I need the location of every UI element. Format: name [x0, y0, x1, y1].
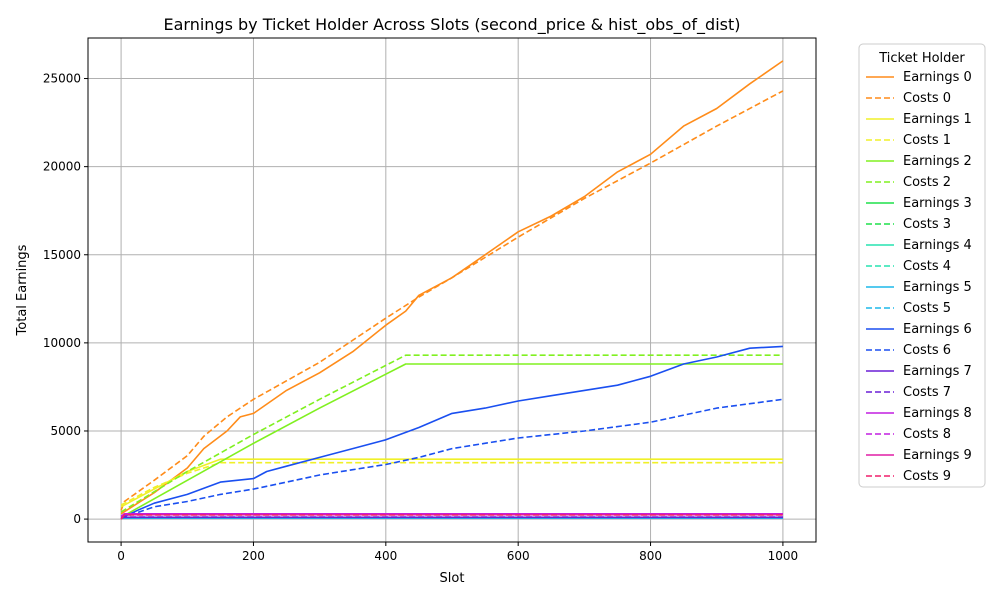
- legend-label: Costs 1: [903, 133, 951, 148]
- legend-label: Costs 0: [903, 91, 951, 106]
- legend-label: Earnings 6: [903, 322, 972, 337]
- y-axis-label: Total Earnings: [15, 244, 30, 336]
- grid-lines: [88, 38, 816, 542]
- legend-label: Costs 5: [903, 301, 951, 316]
- legend-label: Costs 4: [903, 259, 951, 274]
- legend-title: Ticket Holder: [878, 51, 965, 66]
- legend-label: Costs 3: [903, 217, 951, 232]
- y-tick-label: 10000: [43, 336, 81, 350]
- series-line-costs-1: [120, 461, 783, 506]
- series-line-costs-6: [120, 398, 784, 519]
- x-tick-label: 800: [639, 549, 662, 563]
- legend-label: Earnings 2: [903, 154, 972, 169]
- series-line-costs-9: [120, 514, 783, 520]
- x-axis-label: Slot: [440, 571, 465, 586]
- y-tick-label: 0: [73, 512, 81, 526]
- y-axis: 0 5000 10000 15000 20000 25000: [43, 72, 88, 526]
- legend-label: Earnings 4: [903, 238, 972, 253]
- series-line-earnings-1: [120, 458, 783, 508]
- plot-frame: [87, 37, 817, 543]
- legend-label: Costs 7: [903, 385, 951, 400]
- legend-label: Costs 8: [903, 427, 951, 442]
- legend-label: Costs 2: [903, 175, 951, 190]
- chart-title: Earnings by Ticket Holder Across Slots (…: [163, 15, 740, 35]
- legend-box: [858, 43, 986, 488]
- x-axis: 0 200 400 600 800 1000: [117, 542, 798, 563]
- legend-label: Earnings 3: [903, 196, 972, 211]
- x-tick-label: 0: [117, 549, 125, 563]
- x-tick-label: 600: [507, 549, 530, 563]
- y-tick-label: 5000: [50, 424, 81, 438]
- series-line-costs-0: [120, 90, 784, 511]
- series-lines: [120, 60, 784, 520]
- series-line-earnings-6: [120, 345, 783, 519]
- y-tick-label: 20000: [43, 160, 81, 174]
- legend-label: Costs 6: [903, 343, 951, 358]
- legend: Ticket Holder Earnings 0 Costs 0 Earnings …: [858, 43, 986, 488]
- x-tick-label: 200: [242, 549, 265, 563]
- series-line-earnings-0: [120, 60, 784, 515]
- legend-label: Earnings 8: [903, 406, 972, 421]
- legend-label: Earnings 5: [903, 280, 972, 295]
- x-tick-label: 400: [374, 549, 397, 563]
- legend-label: Earnings 9: [903, 448, 972, 463]
- legend-label: Earnings 1: [903, 112, 972, 127]
- x-tick-label: 1000: [768, 549, 799, 563]
- legend-label: Earnings 7: [903, 364, 972, 379]
- legend-label: Costs 9: [903, 469, 951, 484]
- series-line-costs-2: [120, 354, 783, 513]
- series-line-earnings-2: [120, 363, 783, 518]
- legend-label: Earnings 0: [903, 70, 972, 85]
- y-tick-label: 15000: [43, 248, 81, 262]
- y-tick-label: 25000: [43, 72, 81, 86]
